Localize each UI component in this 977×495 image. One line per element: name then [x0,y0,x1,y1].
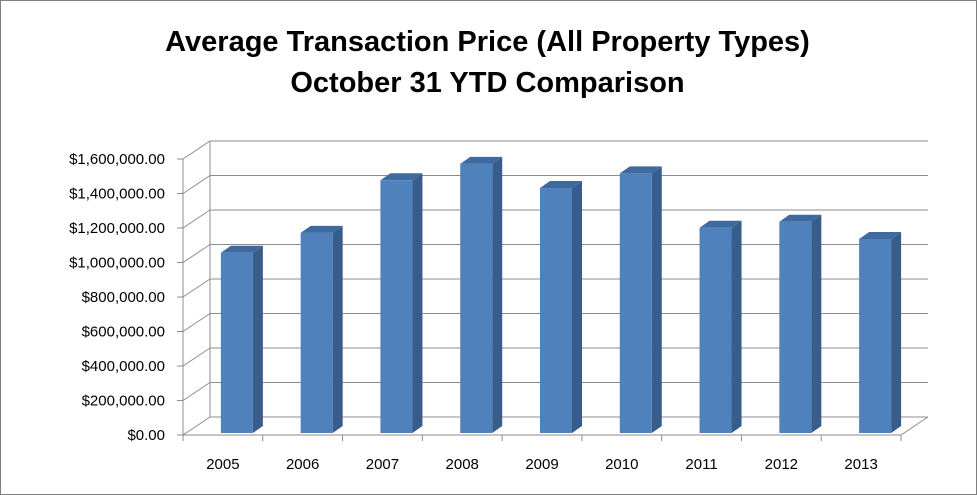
x-tick-label: 2007 [366,456,399,473]
chart-title: Average Transaction Price (All Property … [165,26,810,58]
chart-subtitle: October 31 YTD Comparison [290,67,685,99]
bar [220,245,263,433]
x-tick-label: 2013 [844,456,877,473]
x-tick-label: 2011 [685,456,717,473]
bar-side [651,166,662,433]
bar-side [891,231,902,433]
side-wall-gridline [182,347,211,367]
y-tick-label: $600,000.00 [82,324,165,341]
bar-side [572,181,582,433]
y-tick-label: $1,600,000.00 [69,151,165,168]
bar [540,181,582,433]
y-tick-label: $1,200,000.00 [69,220,165,237]
side-wall-gridline [182,175,211,194]
floor-right-edge [900,416,929,436]
bars [220,156,902,433]
side-wall-gridline [182,278,211,298]
side-wall-gridline [182,140,211,160]
y-tick-label: $400,000.00 [82,358,165,375]
bar-side [811,214,822,433]
x-tick-label: 2008 [446,456,479,473]
bar-top [380,173,423,181]
x-axis-labels: 2005 2006 2007 2008 2009 2010 2011 2012 2013 [182,435,902,473]
side-wall-gridline [182,209,211,229]
bar-front [380,180,413,433]
bar-side [731,220,742,433]
x-tick-label: 2006 [286,456,319,473]
bar-front [619,173,652,433]
y-tick-label: $800,000.00 [82,289,165,306]
x-tick-label: 2005 [206,456,239,473]
bar-front [859,238,892,433]
x-tick-label: 2012 [765,456,798,473]
bar-front [540,188,572,433]
bar-front [779,221,812,433]
bar-top [859,231,902,239]
bar-front [220,252,253,433]
bar-side [412,173,423,433]
y-tick-label: $200,000.00 [82,393,165,410]
bar-top [460,156,503,164]
bar-front [300,232,333,433]
bar [300,225,343,433]
chart-title-block: Average Transaction Price (All Property … [0,22,975,104]
bar [859,231,902,433]
bar-side [492,156,503,433]
bar-front [460,163,493,433]
bar-top [779,214,822,222]
y-tick-label: $0.00 [127,427,165,444]
y-tick-label: $1,000,000.00 [69,255,165,272]
bar [699,220,742,433]
bar-front [699,227,732,433]
bar-top [300,225,343,233]
bar-top [220,245,263,253]
bar-side [252,245,263,433]
bar-top [619,166,662,174]
bar [460,156,503,433]
bar-top [699,220,742,228]
y-axis-labels: $0.00 $200,000.00 $400,000.00 $600,000.00 $8… [69,151,183,444]
bar [380,173,423,433]
side-wall-gridline [182,313,211,332]
bar-side [332,225,343,433]
x-tick-label: 2010 [605,456,638,473]
bar [619,166,662,433]
y-tick-label: $1,400,000.00 [69,186,165,203]
bar [779,214,822,433]
bar-top [540,181,582,189]
side-wall-gridline [182,382,211,401]
side-wall-gridline [182,244,211,263]
side-wall-gridline [182,416,211,436]
x-tick-label: 2009 [525,456,558,473]
